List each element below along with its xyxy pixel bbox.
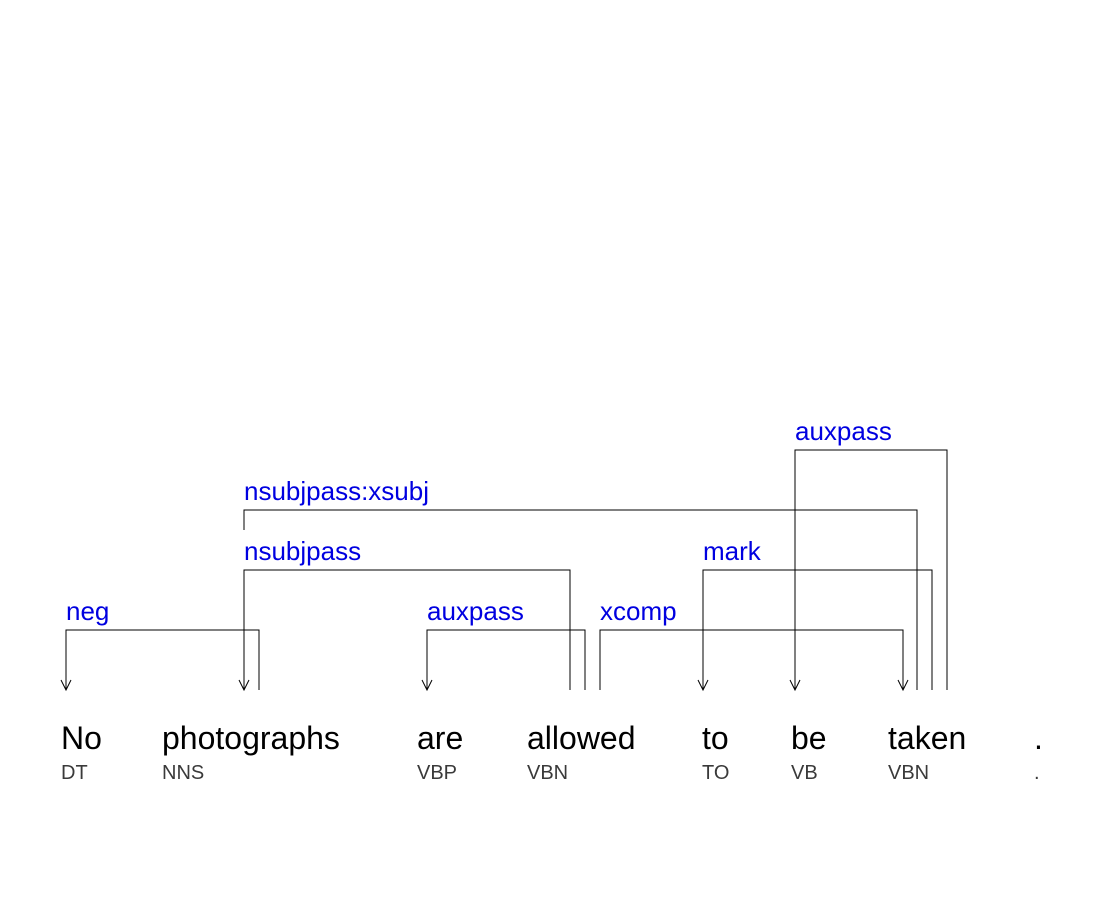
token-word: .: [1034, 720, 1043, 756]
token-tag: .: [1034, 762, 1040, 784]
token-tag: TO: [702, 762, 729, 784]
token-tag: VB: [791, 762, 818, 784]
relation-label: nsubjpass:xsubj: [244, 476, 429, 506]
token-tag: DT: [61, 762, 88, 784]
arc-nsubjpass-xsubj: nsubjpass:xsubj: [243, 476, 918, 690]
token-word: No: [61, 720, 102, 756]
arc-mark: mark: [697, 536, 933, 692]
arc-auxpass-2: auxpass: [789, 416, 948, 692]
token-tag: VBN: [888, 762, 929, 784]
relation-label: auxpass: [427, 596, 524, 626]
token-word: are: [417, 720, 463, 756]
relation-label: auxpass: [795, 416, 892, 446]
arc-neg: neg: [60, 596, 260, 692]
token-word: be: [791, 720, 827, 756]
token-word: to: [702, 720, 729, 756]
token-word: photographs: [162, 720, 340, 756]
relation-label: mark: [703, 536, 762, 566]
relation-label: xcomp: [600, 596, 677, 626]
relation-label: nsubjpass: [244, 536, 361, 566]
token-tag: VBN: [527, 762, 568, 784]
token-row: No DT photographs NNS are VBP allowed VB…: [61, 720, 1043, 784]
token-tag: VBP: [417, 762, 457, 784]
arc-xcomp: xcomp: [599, 596, 909, 692]
token-word: allowed: [527, 720, 636, 756]
token-word: taken: [888, 720, 966, 756]
token-tag: NNS: [162, 762, 204, 784]
relation-label: neg: [66, 596, 109, 626]
arc-nsubjpass: nsubjpass: [238, 536, 571, 692]
arc-auxpass: auxpass: [421, 596, 586, 692]
